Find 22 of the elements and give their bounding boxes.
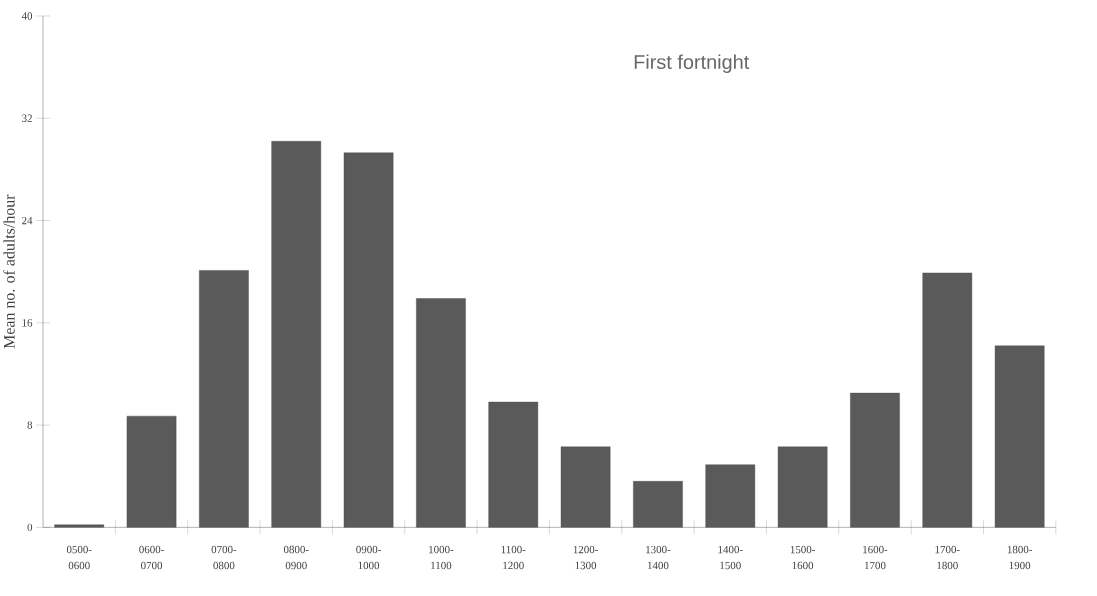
x-tick-label: 1400-1500	[718, 545, 743, 570]
x-tick-label: 1000-1100	[429, 545, 454, 570]
text: First fortnight	[634, 54, 750, 73]
y-tick-label: 0	[27, 523, 33, 531]
x-tick-label: 0700-0800	[211, 545, 237, 570]
x-tick-label: 1800-1900	[1007, 545, 1033, 570]
x-tick-label: 0500-0600	[66, 545, 92, 570]
x-tick-label: 0800-0900	[283, 545, 309, 570]
x-tick-label: 1200-1300	[573, 545, 598, 570]
y-tick-label: 16	[22, 319, 33, 327]
x-tick-label: 0600-0700	[139, 545, 164, 570]
x-tick-label: 1500-1600	[790, 545, 815, 570]
x-tick-label: 1300-1400	[646, 545, 671, 570]
y-tick-label: 24	[22, 216, 33, 225]
y-tick-label: 8	[27, 421, 33, 429]
y-axis-title: Mean no. of adults/hour	[3, 194, 15, 349]
x-tick-label: 0900-1000	[356, 545, 381, 570]
y-tick-label: 40	[21, 12, 33, 20]
x-tick-label: 1700-1800	[935, 545, 960, 570]
x-tick-label: 1100-1200	[501, 545, 526, 570]
y-tick-label: 32	[22, 114, 32, 122]
x-tick-label: 1600-1700	[863, 545, 888, 570]
